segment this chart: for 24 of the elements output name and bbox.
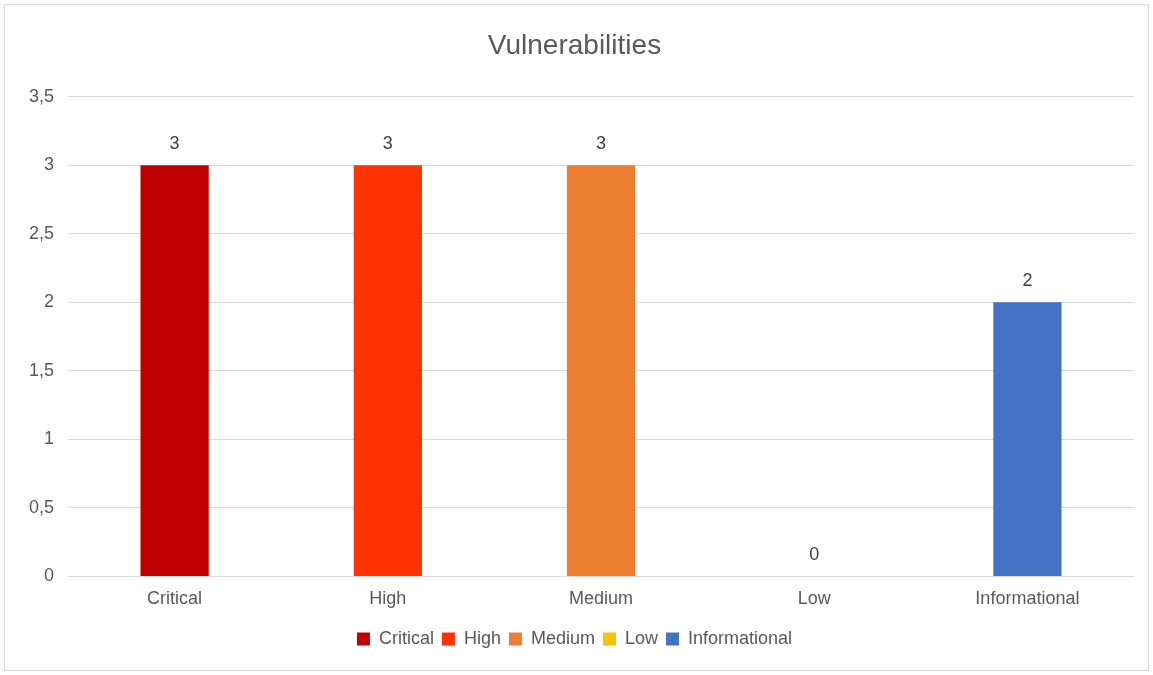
x-tick-label: High [369,588,407,609]
data-label: 2 [1022,270,1033,291]
y-tick-label: 1,5 [28,359,55,380]
y-tick-label: 0 [44,565,55,586]
legend-label: Medium [530,627,595,648]
y-tick-label: 3,5 [28,85,55,106]
y-tick-label: 3 [44,154,55,175]
legend-label: Critical [378,627,434,648]
x-tick-label: Medium [569,588,634,609]
y-tick-label: 1 [44,428,55,449]
x-tick-label: Informational [975,588,1080,609]
data-label: 3 [382,133,393,154]
y-tick-label: 0,5 [28,496,55,517]
data-label: 3 [596,133,607,154]
chart-title: Vulnerabilities [487,28,662,60]
data-label: 3 [169,133,180,154]
y-tick-label: 2 [44,291,55,312]
data-label: 0 [809,544,820,565]
x-tick-label: Low [797,588,832,609]
legend-label: High [463,627,501,648]
y-tick-label: 2,5 [28,222,55,243]
x-tick-label: Critical [147,588,203,609]
legend-label: Informational [688,627,793,648]
legend-label: Low [624,627,659,648]
